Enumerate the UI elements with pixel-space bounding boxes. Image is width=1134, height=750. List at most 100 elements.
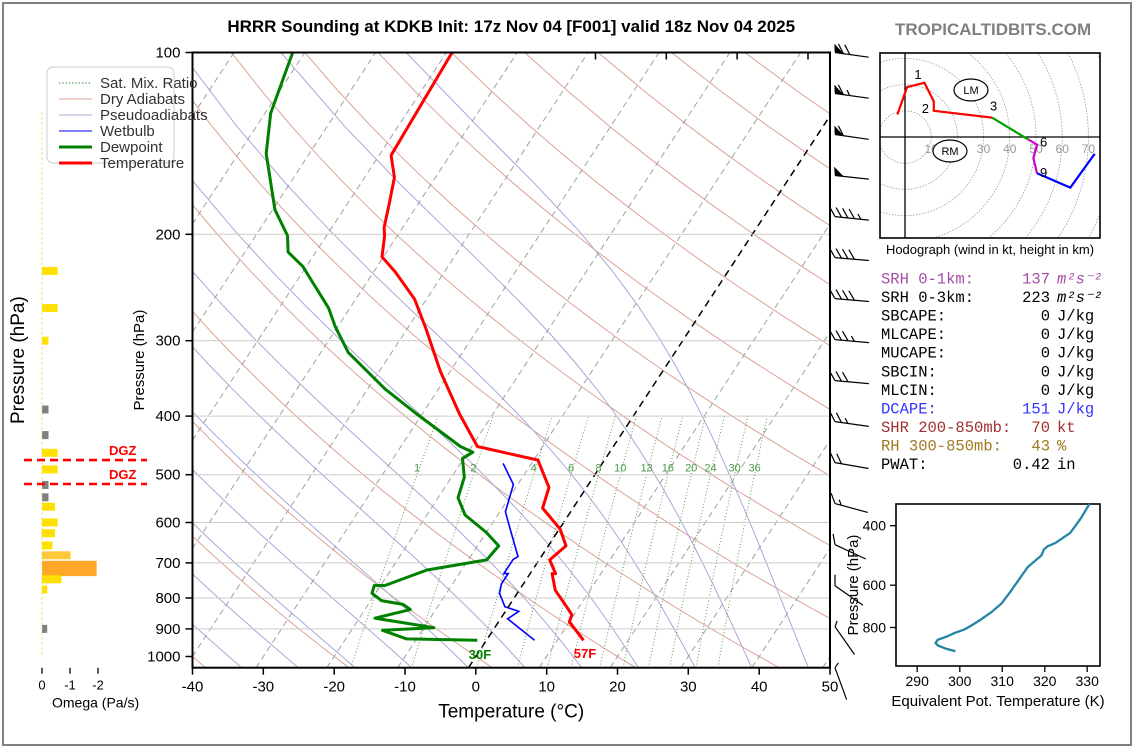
svg-text:70: 70 (1031, 419, 1050, 437)
svg-text:SRH 0-1km:: SRH 0-1km: (881, 270, 974, 288)
svg-text:DCAPE:: DCAPE: (881, 401, 937, 419)
svg-text:400: 400 (155, 408, 180, 425)
svg-text:43: 43 (1031, 438, 1050, 456)
svg-text:57F: 57F (574, 646, 596, 661)
svg-text:-30: -30 (252, 679, 274, 696)
svg-text:1: 1 (914, 67, 921, 82)
svg-text:-40: -40 (182, 679, 204, 696)
svg-text:200: 200 (155, 226, 180, 243)
svg-text:16: 16 (662, 463, 674, 475)
svg-text:8: 8 (595, 463, 601, 475)
svg-text:700: 700 (155, 555, 180, 572)
svg-text:0: 0 (1041, 363, 1050, 381)
svg-text:60: 60 (1056, 142, 1070, 156)
svg-text:J/kg: J/kg (1057, 401, 1094, 419)
svg-text:223: 223 (1022, 289, 1050, 307)
svg-text:600: 600 (863, 577, 887, 593)
svg-text:500: 500 (155, 467, 180, 484)
svg-text:HRRR Sounding at KDKB Init: 17: HRRR Sounding at KDKB Init: 17z Nov 04 [… (227, 17, 795, 36)
svg-text:J/kg: J/kg (1057, 382, 1094, 400)
svg-text:300: 300 (948, 673, 972, 689)
svg-text:J/kg: J/kg (1057, 326, 1094, 344)
svg-text:Omega (Pa/s): Omega (Pa/s) (52, 695, 139, 711)
svg-text:320: 320 (1033, 673, 1057, 689)
svg-text:MLCIN:: MLCIN: (881, 382, 937, 400)
svg-text:1: 1 (414, 463, 420, 475)
svg-text:40: 40 (1003, 142, 1017, 156)
svg-text:RH 300-850mb:: RH 300-850mb: (881, 438, 1002, 456)
svg-text:Pressure (hPa): Pressure (hPa) (845, 535, 862, 636)
svg-text:m²s⁻²: m²s⁻² (1057, 289, 1102, 307)
svg-text:in: in (1057, 456, 1076, 474)
svg-text:kt: kt (1057, 419, 1076, 437)
svg-text:TROPICALTIDBITS.COM: TROPICALTIDBITS.COM (895, 20, 1091, 39)
svg-text:40: 40 (751, 679, 768, 696)
svg-text:50: 50 (822, 679, 839, 696)
svg-text:MUCAPE:: MUCAPE: (881, 345, 946, 363)
svg-text:SBCAPE:: SBCAPE: (881, 308, 946, 326)
svg-text:J/kg: J/kg (1057, 308, 1094, 326)
svg-text:SHR 200-850mb:: SHR 200-850mb: (881, 419, 1011, 437)
svg-text:2: 2 (470, 463, 476, 475)
svg-text:900: 900 (155, 621, 180, 638)
svg-text:Pressure (hPa): Pressure (hPa) (131, 310, 148, 411)
svg-text:800: 800 (155, 590, 180, 607)
svg-text:SBCIN:: SBCIN: (881, 363, 937, 381)
svg-text:100: 100 (155, 45, 180, 62)
svg-text:6: 6 (568, 463, 574, 475)
svg-text:Hodograph (wind in kt, height: Hodograph (wind in kt, height in km) (886, 242, 1094, 257)
svg-text:30F: 30F (469, 647, 491, 662)
svg-text:-2: -2 (92, 678, 104, 693)
svg-text:4: 4 (531, 463, 537, 475)
svg-text:DGZ: DGZ (109, 467, 137, 482)
svg-text:Pressure (hPa): Pressure (hPa) (8, 296, 29, 424)
svg-text:PWAT:: PWAT: (881, 456, 928, 474)
svg-text:J/kg: J/kg (1057, 345, 1094, 363)
svg-text:LM: LM (963, 85, 978, 97)
svg-text:Equivalent Pot. Temperature (K: Equivalent Pot. Temperature (K) (891, 693, 1104, 710)
svg-text:290: 290 (906, 673, 930, 689)
svg-text:310: 310 (991, 673, 1015, 689)
svg-text:MLCAPE:: MLCAPE: (881, 326, 946, 344)
svg-text:137: 137 (1022, 270, 1050, 288)
svg-text:30: 30 (728, 463, 740, 475)
svg-text:10: 10 (614, 463, 626, 475)
svg-text:3: 3 (990, 99, 997, 114)
svg-text:10: 10 (538, 679, 555, 696)
svg-text:9: 9 (1040, 165, 1047, 180)
svg-text:1000: 1000 (147, 649, 180, 666)
svg-text:0: 0 (1041, 345, 1050, 363)
svg-text:DGZ: DGZ (109, 443, 137, 458)
svg-text:RM: RM (941, 146, 958, 158)
svg-text:800: 800 (863, 620, 887, 636)
svg-text:400: 400 (863, 518, 887, 534)
svg-text:J/kg: J/kg (1057, 363, 1094, 381)
svg-text:20: 20 (609, 679, 626, 696)
svg-text:0: 0 (1041, 308, 1050, 326)
svg-text:30: 30 (680, 679, 697, 696)
svg-text:Sat. Mix. Ratio: Sat. Mix. Ratio (100, 75, 198, 92)
svg-text:Temperature: Temperature (100, 155, 184, 172)
svg-text:6: 6 (1040, 135, 1047, 150)
svg-text:-10: -10 (394, 679, 416, 696)
svg-text:0: 0 (38, 678, 45, 693)
svg-text:24: 24 (704, 463, 716, 475)
svg-text:13: 13 (640, 463, 652, 475)
svg-text:36: 36 (748, 463, 760, 475)
svg-text:0: 0 (1041, 326, 1050, 344)
svg-text:%: % (1057, 438, 1067, 456)
svg-text:330: 330 (1076, 673, 1100, 689)
svg-text:Wetbulb: Wetbulb (100, 123, 155, 140)
svg-text:Dewpoint: Dewpoint (100, 139, 163, 156)
svg-text:0: 0 (472, 679, 480, 696)
svg-text:-20: -20 (323, 679, 345, 696)
svg-text:0: 0 (1041, 382, 1050, 400)
svg-text:SRH 0-3km:: SRH 0-3km: (881, 289, 974, 307)
svg-text:2: 2 (922, 101, 929, 116)
svg-text:300: 300 (155, 333, 180, 350)
svg-text:m²s⁻²: m²s⁻² (1057, 270, 1102, 288)
svg-text:Dry Adiabats: Dry Adiabats (100, 91, 185, 108)
svg-text:600: 600 (155, 515, 180, 532)
svg-text:Temperature (°C): Temperature (°C) (438, 702, 584, 723)
svg-text:30: 30 (977, 142, 991, 156)
